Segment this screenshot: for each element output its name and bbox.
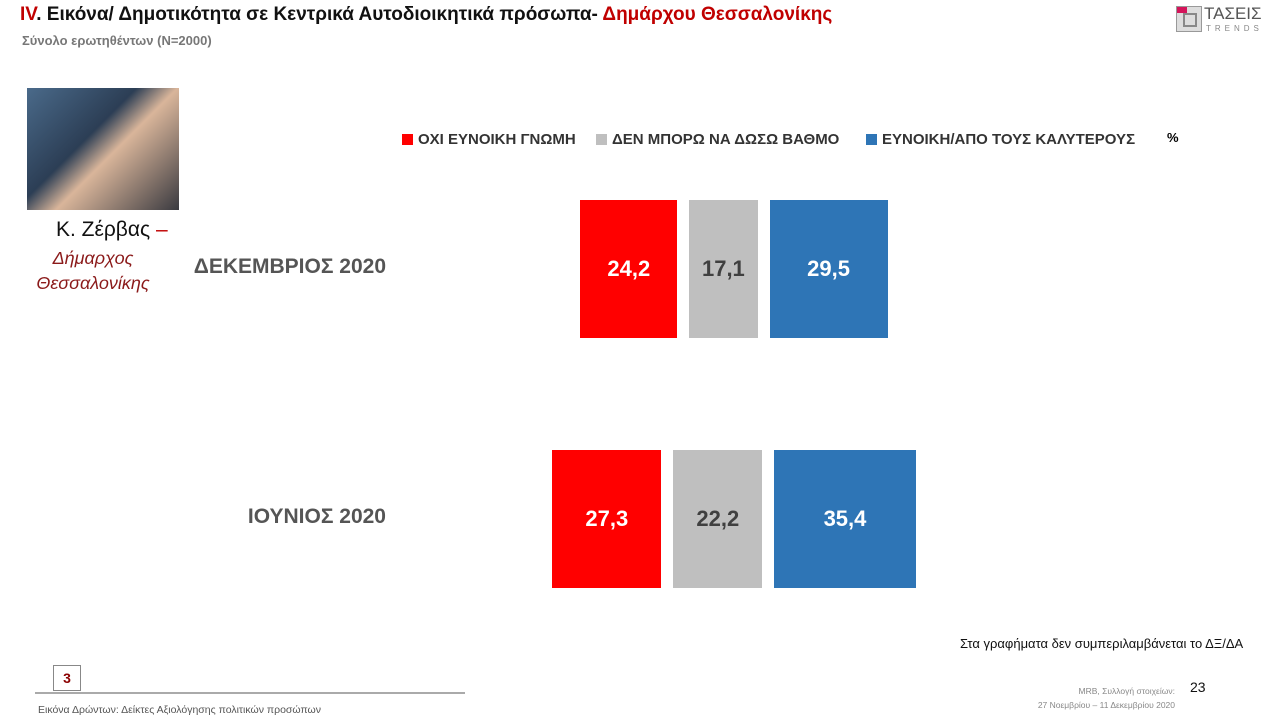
title-prefix: IV xyxy=(20,4,37,25)
person-name-text: Κ. Ζέρβας xyxy=(56,218,151,241)
subtitle: Σύνολο ερωτηθέντων (N=2000) xyxy=(22,33,212,48)
section-badge: 3 xyxy=(53,665,81,691)
source-note: MRB, Συλλογή στοιχείων: 27 Νοεμβρίου – 11… xyxy=(960,684,1175,712)
footer-divider xyxy=(35,692,465,694)
bar: 29,5 xyxy=(769,200,888,338)
legend-label: ΕΥΝΟΙΚΗ/ΑΠΟ ΤΟΥΣ ΚΑΛΥΤΕΡΟΥΣ xyxy=(882,131,1136,148)
page-number: 23 xyxy=(1190,679,1206,695)
bar-value-label: 27,3 xyxy=(585,506,629,531)
logo-text: ΤΑΣΕΙΣ xyxy=(1204,4,1262,23)
legend-label: ΟΧΙ ΕΥΝΟΙΚΗ ΓΝΩΜΗ xyxy=(418,131,576,148)
category-label: ΙΟΥΝΙΟΣ 2020 xyxy=(247,505,386,528)
bar: 24,2 xyxy=(580,200,678,338)
title-highlight: Δημάρχου Θεσσαλονίκης xyxy=(602,4,833,25)
bar-value-label: 24,2 xyxy=(607,256,651,281)
person-role: Δήμαρχος Θεσσαλονίκης xyxy=(36,248,150,293)
person-name: Κ. Ζέρβας – xyxy=(56,218,168,242)
legend-swatch xyxy=(402,134,413,145)
bar-value-label: 17,1 xyxy=(701,256,745,281)
tasis-logo: ΤΑΣΕΙΣ TRENDS xyxy=(1176,4,1268,34)
legend-swatch xyxy=(596,134,607,145)
name-dash: – xyxy=(156,218,168,241)
bar: 22,2 xyxy=(673,450,763,588)
bar-value-label: 29,5 xyxy=(807,256,850,281)
legend-label: ΔΕΝ ΜΠΟΡΩ ΝΑ ΔΩΣΩ ΒΑΘΜΟ xyxy=(612,131,840,148)
page-title: IV. Εικόνα/ Δημοτικότητα σε Κεντρικά Αυτ… xyxy=(20,4,832,26)
logo-subtext: TRENDS xyxy=(1206,24,1263,33)
bar: 27,3 xyxy=(552,450,662,588)
footnote: Στα γραφήματα δεν συμπεριλαμβάνεται το Δ… xyxy=(960,636,1244,651)
unit-label: % xyxy=(1167,130,1179,145)
title-main: . Εικόνα/ Δημοτικότητα σε Κεντρικά Αυτοδ… xyxy=(36,4,603,25)
source-line-2: 27 Νοεμβρίου – 11 Δεκεμβρίου 2020 xyxy=(1037,700,1175,710)
category-label: ΔΕΚΕΜΒΡΙΟΣ 2020 xyxy=(193,255,386,278)
source-line-1: MRB, Συλλογή στοιχείων: xyxy=(1078,686,1175,696)
legend-swatch xyxy=(866,134,877,145)
logo-icon xyxy=(1176,6,1202,32)
bar: 17,1 xyxy=(689,200,758,338)
legend-item: ΔΕΝ ΜΠΟΡΩ ΝΑ ΔΩΣΩ ΒΑΘΜΟ xyxy=(596,131,839,148)
bar: 35,4 xyxy=(774,450,916,588)
section-title: Εικόνα Δρώντων: Δείκτες Αξιολόγησης πολι… xyxy=(38,704,322,716)
person-photo xyxy=(27,88,179,210)
legend-item: ΟΧΙ ΕΥΝΟΙΚΗ ΓΝΩΜΗ xyxy=(402,131,576,148)
bar-value-label: 35,4 xyxy=(823,506,867,531)
legend-item: ΕΥΝΟΙΚΗ/ΑΠΟ ΤΟΥΣ ΚΑΛΥΤΕΡΟΥΣ xyxy=(866,131,1135,148)
bar-value-label: 22,2 xyxy=(696,506,740,531)
